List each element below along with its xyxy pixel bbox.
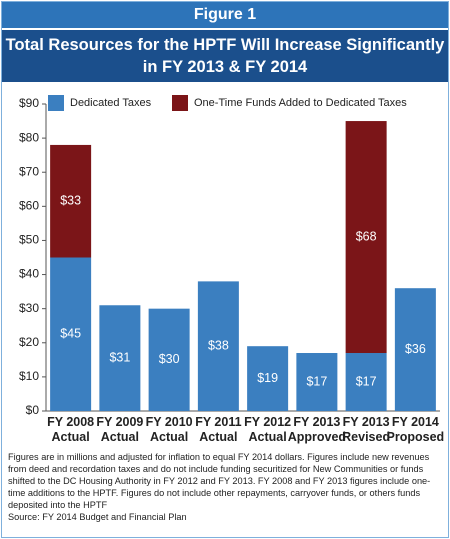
legend-label: Dedicated Taxes <box>70 97 152 109</box>
legend-swatch <box>172 95 188 111</box>
x-tick-label: FY 2010 Actual <box>145 415 193 444</box>
y-tick-label: $90 <box>19 96 39 110</box>
y-tick-label: $10 <box>19 369 39 383</box>
chart-title: Total Resources for the HPTF Will Increa… <box>2 30 448 82</box>
y-tick-label: $70 <box>19 164 39 178</box>
x-tick-label: FY 2011 Actual <box>195 415 242 444</box>
x-tick-label: FY 2009 Actual <box>96 415 144 444</box>
data-label: $30 <box>159 352 180 366</box>
data-label: $68 <box>356 229 377 243</box>
data-label: $36 <box>405 342 426 356</box>
legend-swatch <box>48 95 64 111</box>
bar-segment <box>50 144 92 258</box>
bar-segment <box>296 353 338 411</box>
x-tick-label: FY 2014 Proposed <box>386 415 445 444</box>
x-tick-label: FY 2012 Actual <box>244 415 292 444</box>
data-label: $17 <box>306 374 327 388</box>
y-tick-label: $80 <box>19 130 39 144</box>
y-tick-label: $30 <box>19 301 39 315</box>
bar-segment <box>247 346 289 411</box>
legend-label: One-Time Funds Added to Dedicated Taxes <box>194 97 407 109</box>
bar-segment <box>99 305 141 411</box>
bar-segment <box>345 353 387 411</box>
data-label: $31 <box>109 350 130 364</box>
x-tick-label: FY 2013 Revised <box>342 415 391 444</box>
x-tick-label: FY 2013 Approved <box>287 415 347 444</box>
y-tick-label: $60 <box>19 199 39 213</box>
bar-segment <box>148 308 190 411</box>
figure-label: Figure 1 <box>2 2 448 28</box>
x-tick-label: FY 2008 Actual <box>47 415 95 444</box>
bar-segment <box>394 288 436 411</box>
bar-segment <box>50 257 92 411</box>
y-tick-label: $0 <box>26 403 40 417</box>
y-tick-label: $20 <box>19 335 39 349</box>
data-label: $45 <box>60 327 81 341</box>
note: Figures are in millions and adjusted for… <box>8 452 431 510</box>
data-label: $38 <box>208 338 229 352</box>
bar-segment <box>197 281 239 411</box>
data-label: $17 <box>356 374 377 388</box>
y-tick-label: $40 <box>19 267 39 281</box>
notes: Figures are in millions and adjusted for… <box>8 451 442 523</box>
bar-segment <box>345 121 387 354</box>
data-label: $19 <box>257 371 278 385</box>
data-label: $33 <box>60 194 81 208</box>
y-tick-label: $50 <box>19 233 39 247</box>
note: Source: FY 2014 Budget and Financial Pla… <box>8 512 187 522</box>
